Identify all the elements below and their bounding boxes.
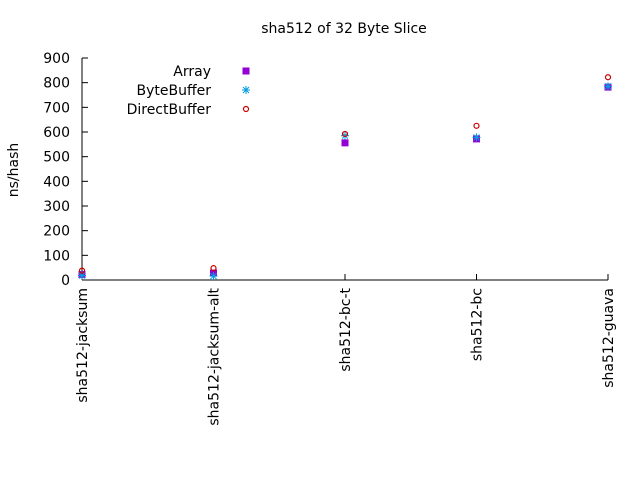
y-axis-label: ns/hash	[6, 143, 22, 198]
data-point-bytebuffer	[209, 272, 218, 281]
data-point-directbuffer	[341, 130, 349, 138]
data-points	[78, 74, 612, 281]
chart-title: sha512 of 32 Byte Slice	[261, 21, 427, 37]
legend-label: Array	[173, 64, 211, 80]
y-tick-label: 900	[43, 51, 70, 67]
x-tick-label: sha512-bc-t	[338, 288, 354, 372]
legend-marker	[242, 105, 250, 113]
data-point-directbuffer	[604, 74, 612, 81]
y-tick-label: 200	[43, 224, 70, 240]
data-point-directbuffer	[210, 265, 217, 272]
data-point-directbuffer	[78, 267, 86, 274]
y-tick-label: 800	[43, 76, 70, 92]
y-tick-label: 100	[43, 248, 70, 264]
legend: Array ByteBuffer DirectBuffer	[127, 64, 250, 118]
y-tick-label: 500	[43, 150, 70, 166]
data-point-bytebuffer	[472, 133, 481, 142]
data-point-array	[341, 139, 349, 147]
data-point-directbuffer	[473, 122, 480, 129]
x-tick-label: sha512-guava	[601, 288, 617, 388]
x-tick-label: sha512-jacksum-alt	[207, 287, 223, 425]
y-tick-label: 400	[43, 174, 70, 190]
y-ticks: 0 100 200 300 400 500 600 700 800 900	[43, 51, 88, 289]
x-tick-label: sha512-jacksum	[75, 288, 91, 403]
y-tick-label: 300	[43, 199, 70, 215]
legend-label: ByteBuffer	[137, 83, 212, 99]
x-tick-label: sha512-bc	[470, 288, 486, 361]
y-tick-label: 0	[61, 273, 70, 289]
data-point-bytebuffer	[604, 82, 612, 91]
legend-label: DirectBuffer	[127, 102, 212, 118]
x-ticks: sha512-jacksum sha512-jacksum-alt sha512-b…	[75, 274, 617, 426]
legend-marker	[242, 86, 250, 94]
y-tick-label: 700	[43, 100, 70, 116]
legend-marker	[242, 67, 250, 75]
y-tick-label: 600	[43, 125, 70, 141]
